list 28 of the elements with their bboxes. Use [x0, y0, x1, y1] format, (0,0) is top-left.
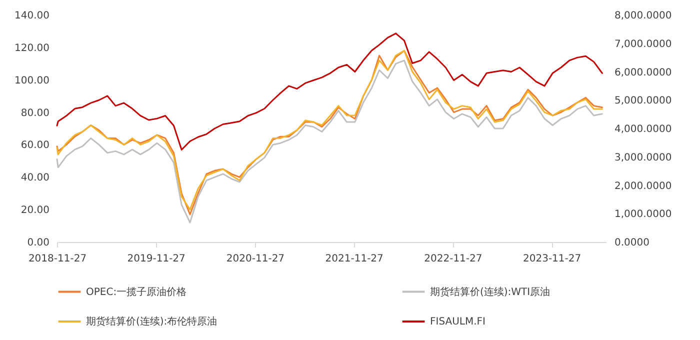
legend-label: OPEC:一揽子原油价格	[86, 286, 187, 298]
line-series	[56, 32, 603, 151]
x-tick-label: 2021-11-27	[325, 254, 384, 264]
y2-tick-label: 1,000.0000	[614, 209, 672, 220]
x-tick-label: 2018-11-27	[28, 254, 87, 264]
y-tick-label: 60.00	[20, 140, 50, 152]
y2-tick-label: 0.0000	[614, 238, 650, 248]
y-tick-label: 40.00	[20, 172, 50, 184]
x-tick-label: 2023-11-27	[523, 254, 582, 264]
y2-tick-label: 3,000.0000	[614, 152, 672, 164]
y2-tick-label: 2,000.0000	[614, 180, 672, 192]
y2-tick-label: 4,000.0000	[614, 124, 672, 135]
legend-label: FISAULM.FI	[430, 316, 486, 328]
legend-label: 期货结算价(连续):WTI原油	[430, 286, 550, 298]
y-tick-label: 120.00	[14, 42, 50, 54]
y-tick-label: 140.00	[14, 10, 50, 22]
y-tick-label: 80.00	[20, 108, 50, 119]
y-tick-label: 100.00	[14, 75, 50, 86]
y2-tick-label: 6,000.0000	[614, 67, 672, 78]
legend-label: 期货结算价(连续):布伦特原油	[86, 316, 218, 328]
y2-tick-label: 8,000.0000	[614, 10, 672, 22]
y-tick-label: 20.00	[20, 205, 50, 216]
x-tick-label: 2020-11-27	[226, 254, 285, 264]
y2-tick-label: 7,000.0000	[614, 38, 672, 50]
y2-tick-label: 5,000.0000	[614, 96, 672, 107]
x-tick-label: 2019-11-27	[127, 254, 186, 264]
x-tick-label: 2022-11-27	[424, 254, 482, 264]
y-tick-label: 0.00	[27, 238, 50, 248]
